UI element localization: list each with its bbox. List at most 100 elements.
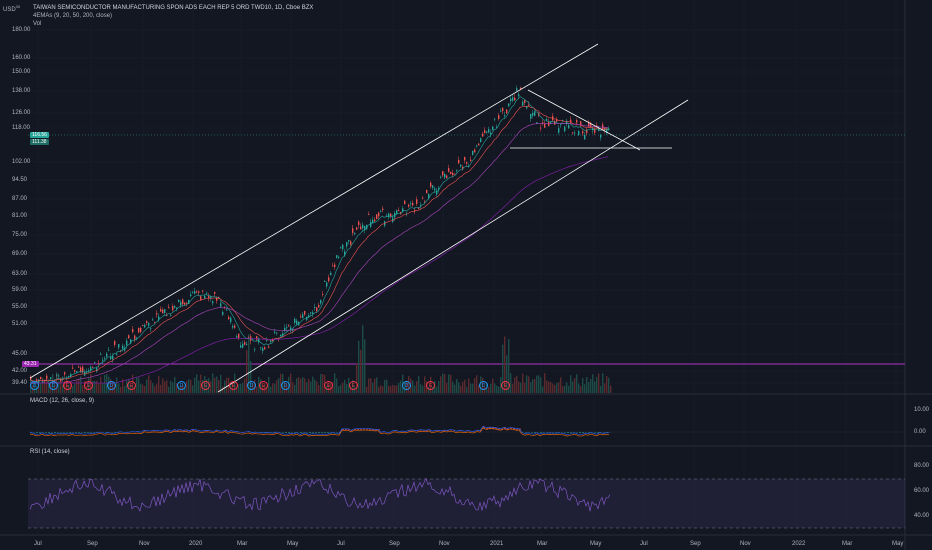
volume-bar bbox=[36, 385, 38, 393]
volume-bar bbox=[320, 374, 322, 393]
volume-bar bbox=[386, 379, 388, 393]
volume-bar bbox=[380, 385, 382, 393]
dividend-marker[interactable]: D bbox=[30, 381, 39, 390]
macd-histogram-bar bbox=[54, 432, 56, 433]
macd-histogram-bar bbox=[360, 428, 362, 431]
earnings-marker[interactable]: E bbox=[127, 381, 136, 390]
candle-body bbox=[486, 131, 488, 133]
candle-body bbox=[164, 309, 166, 313]
earnings-marker[interactable]: E bbox=[501, 381, 510, 390]
macd-histogram-bar bbox=[369, 428, 371, 431]
candle-body bbox=[188, 299, 190, 304]
candle-body bbox=[182, 299, 184, 305]
macd-histogram-bar bbox=[603, 432, 605, 433]
earnings-marker[interactable]: E bbox=[84, 381, 93, 390]
volume-bar bbox=[152, 383, 154, 393]
macd-histogram-bar bbox=[288, 432, 290, 433]
volume-bar bbox=[296, 378, 298, 393]
volume-bar bbox=[102, 383, 104, 393]
volume-bar bbox=[300, 378, 302, 393]
volume-bar bbox=[416, 381, 418, 393]
volume-indicator-label[interactable]: Vol bbox=[33, 21, 42, 27]
dividend-marker[interactable]: D bbox=[177, 381, 186, 390]
rsi-label[interactable]: RSI (14, close) bbox=[30, 449, 70, 455]
macd-histogram-bar bbox=[75, 432, 77, 433]
earnings-marker[interactable]: E bbox=[324, 381, 333, 390]
candle-body bbox=[150, 328, 152, 330]
macd-histogram-bar bbox=[69, 432, 71, 433]
candle-body bbox=[272, 338, 274, 342]
volume-bar bbox=[248, 334, 250, 393]
dividend-marker[interactable]: D bbox=[479, 381, 488, 390]
candle-body bbox=[100, 353, 102, 355]
dividend-marker[interactable]: D bbox=[49, 381, 58, 390]
volume-bar bbox=[574, 378, 576, 393]
time-tick: Mar bbox=[842, 541, 853, 547]
volume-bar bbox=[216, 376, 218, 393]
volume-bar bbox=[318, 385, 320, 393]
volume-bar bbox=[274, 383, 276, 393]
volume-bar bbox=[276, 380, 278, 393]
candle-body bbox=[570, 119, 572, 123]
volume-bar bbox=[308, 379, 310, 393]
macd-label[interactable]: MACD (12, 26, close, 9) bbox=[30, 398, 95, 404]
volume-bar bbox=[192, 385, 194, 393]
volume-bar bbox=[126, 380, 128, 393]
macd-histogram-bar bbox=[90, 432, 92, 433]
volume-bar bbox=[498, 386, 500, 393]
candle-body bbox=[294, 318, 296, 323]
volume-bar bbox=[576, 374, 578, 393]
candle-body bbox=[318, 304, 320, 308]
candle-body bbox=[118, 344, 120, 348]
candle-body bbox=[160, 309, 162, 312]
volume-bar bbox=[528, 376, 530, 393]
dividend-marker[interactable]: D bbox=[402, 381, 411, 390]
candle-body bbox=[114, 341, 116, 345]
earnings-marker[interactable]: E bbox=[229, 381, 238, 390]
dividend-marker[interactable]: D bbox=[247, 381, 256, 390]
candle-body bbox=[528, 104, 530, 106]
candle-body bbox=[36, 379, 38, 381]
earnings-marker[interactable]: E bbox=[349, 381, 358, 390]
time-tick: Jul bbox=[34, 541, 42, 547]
dividend-marker[interactable]: D bbox=[107, 381, 116, 390]
volume-bar bbox=[184, 386, 186, 393]
volume-bar bbox=[170, 380, 172, 393]
candle-body bbox=[490, 132, 492, 135]
candle-body bbox=[194, 291, 196, 294]
volume-bar bbox=[256, 386, 258, 393]
earnings-marker[interactable]: E bbox=[426, 381, 435, 390]
volume-bar bbox=[584, 384, 586, 393]
candle-body bbox=[358, 221, 360, 225]
candle-body bbox=[386, 215, 388, 217]
macd-histogram-bar bbox=[81, 432, 83, 433]
candle-body bbox=[90, 366, 92, 371]
candle-body bbox=[226, 309, 228, 311]
volume-bar bbox=[374, 378, 376, 393]
volume-bar bbox=[186, 380, 188, 393]
symbol-title[interactable]: TAIWAN SEMICONDUCTOR MANUFACTURING SPON … bbox=[33, 5, 314, 11]
candle-body bbox=[554, 121, 556, 125]
volume-bar bbox=[394, 385, 396, 393]
macd-histogram-bar bbox=[525, 432, 527, 433]
candle-body bbox=[418, 207, 420, 209]
volume-bar bbox=[154, 386, 156, 393]
candle-body bbox=[278, 338, 280, 340]
candle-body bbox=[430, 182, 432, 187]
volume-bar bbox=[280, 373, 282, 393]
volume-bar bbox=[148, 375, 150, 393]
volume-bar bbox=[226, 377, 228, 393]
dividend-marker[interactable]: D bbox=[281, 381, 290, 390]
macd-histogram-bar bbox=[111, 432, 113, 433]
volume-bar bbox=[290, 373, 292, 393]
ema-indicator-label[interactable]: 4EMAs (9, 20, 50, 200, close) bbox=[33, 13, 113, 19]
earnings-marker[interactable]: E bbox=[63, 381, 72, 390]
earnings-marker[interactable]: E bbox=[201, 381, 210, 390]
candle-body bbox=[564, 126, 566, 132]
candle-body bbox=[360, 226, 362, 230]
earnings-marker[interactable]: E bbox=[259, 381, 268, 390]
candle-body bbox=[440, 176, 442, 178]
macd-histogram-bar bbox=[378, 429, 380, 431]
candle-body bbox=[220, 303, 222, 307]
